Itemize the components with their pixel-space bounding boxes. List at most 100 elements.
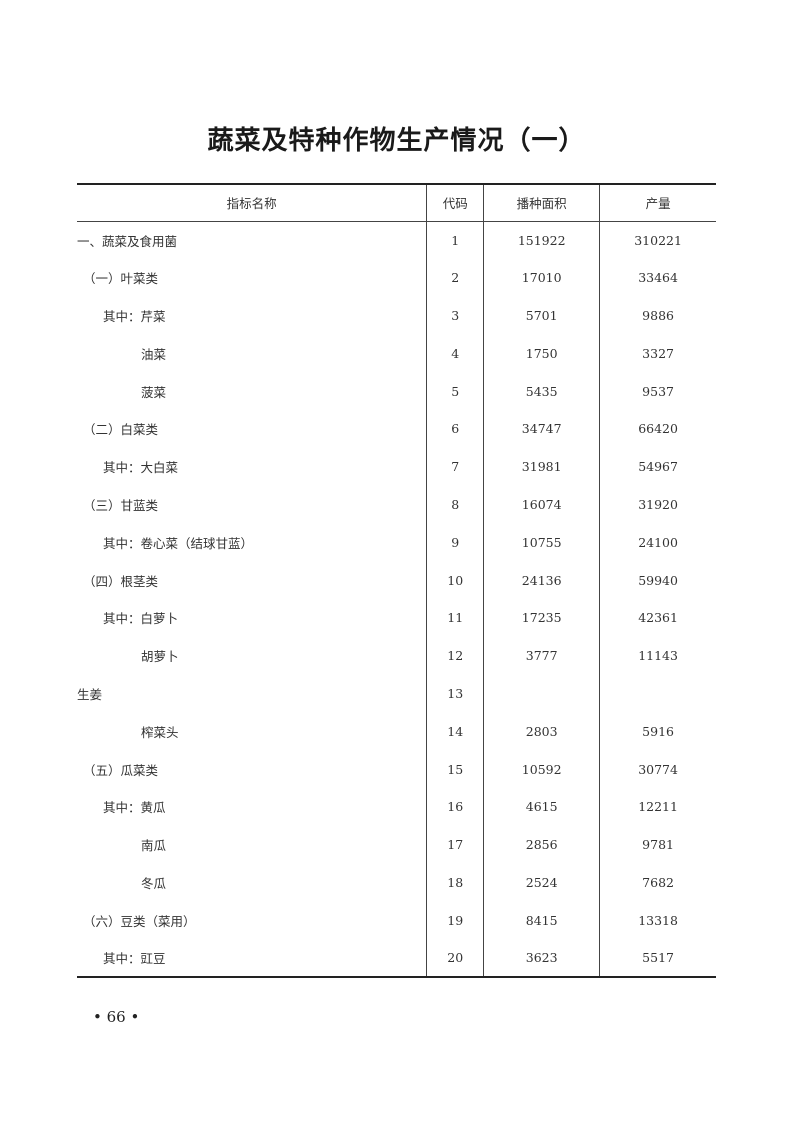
row-name: 油菜 <box>141 346 167 362</box>
row-sown-area: 5701 <box>483 296 600 335</box>
row-sown-area: 17010 <box>483 258 600 297</box>
table-row: （四）根茎类 10 24136 59940 <box>77 561 716 599</box>
row-code: 2 <box>426 258 484 297</box>
table-header-row: 指标名称 代码 播种面积 产量 <box>77 183 716 222</box>
row-name: 其中：大白菜 <box>103 460 179 476</box>
row-sown-area: 2524 <box>483 863 600 902</box>
row-sown-area: 31981 <box>483 447 600 486</box>
row-code: 17 <box>426 825 484 864</box>
row-code: 18 <box>426 863 484 902</box>
row-output: 30774 <box>599 750 716 788</box>
table-row: 冬瓜 18 2524 7682 <box>77 863 716 902</box>
row-output: 31920 <box>599 485 716 524</box>
row-sown-area: 24136 <box>483 561 600 599</box>
row-sown-area: 1750 <box>483 334 600 373</box>
table-row: 菠菜 5 5435 9537 <box>77 372 716 410</box>
row-sown-area: 151922 <box>483 221 600 259</box>
row-code: 5 <box>426 372 484 410</box>
table-row: 胡萝卜 12 3777 11143 <box>77 636 716 675</box>
row-code: 13 <box>426 674 484 713</box>
row-name: 榨菜头 <box>141 724 179 740</box>
row-code: 14 <box>426 712 484 751</box>
table-row: 生姜 13 <box>77 674 716 713</box>
row-name: （六）豆类（菜用） <box>83 913 196 929</box>
row-name: （五）瓜菜类 <box>83 762 159 778</box>
row-code: 12 <box>426 636 484 675</box>
table-row: 其中：白萝卜 11 17235 42361 <box>77 598 716 637</box>
row-output: 13318 <box>599 901 716 940</box>
row-code: 10 <box>426 561 484 599</box>
row-name: 其中：白萝卜 <box>103 611 179 627</box>
row-output: 12211 <box>599 787 716 826</box>
row-sown-area: 4615 <box>483 787 600 826</box>
row-output: 33464 <box>599 258 716 297</box>
row-code: 20 <box>426 939 484 978</box>
table-row: 一、蔬菜及食用菌 1 151922 310221 <box>77 221 716 259</box>
row-output: 66420 <box>599 409 716 448</box>
row-name: 生姜 <box>77 686 103 702</box>
row-sown-area: 2856 <box>483 825 600 864</box>
row-sown-area: 16074 <box>483 485 600 524</box>
table-row: 南瓜 17 2856 9781 <box>77 825 716 864</box>
row-name: 其中：芹菜 <box>103 308 166 324</box>
row-code: 16 <box>426 787 484 826</box>
row-code: 4 <box>426 334 484 373</box>
page-title: 蔬菜及特种作物生产情况（一） <box>207 126 586 156</box>
row-code: 7 <box>426 447 484 486</box>
row-output <box>599 674 716 713</box>
row-code: 1 <box>426 221 484 259</box>
row-output: 54967 <box>599 447 716 486</box>
row-output: 9537 <box>599 372 716 410</box>
row-output: 310221 <box>599 221 716 259</box>
row-sown-area: 10755 <box>483 523 600 562</box>
header-indicator-name: 指标名称 <box>77 183 427 222</box>
vegetable-production-table: 指标名称 代码 播种面积 产量 一、蔬菜及食用菌 1 151922 310221 （一）… <box>77 183 716 978</box>
table-row: 其中：黄瓜 16 4615 12211 <box>77 787 716 826</box>
row-sown-area: 34747 <box>483 409 600 448</box>
table-row: （一）叶菜类 2 17010 33464 <box>77 258 716 297</box>
row-code: 6 <box>426 409 484 448</box>
row-name: 胡萝卜 <box>141 649 179 665</box>
row-code: 3 <box>426 296 484 335</box>
row-sown-area: 8415 <box>483 901 600 940</box>
header-code: 代码 <box>426 183 484 222</box>
row-output: 24100 <box>599 523 716 562</box>
row-name: 南瓜 <box>141 838 167 854</box>
row-name: （二）白菜类 <box>83 422 159 438</box>
row-sown-area: 5435 <box>483 372 600 410</box>
row-name: 其中：卷心菜（结球甘蓝） <box>103 535 254 551</box>
row-output: 3327 <box>599 334 716 373</box>
row-code: 15 <box>426 750 484 788</box>
row-sown-area: 17235 <box>483 598 600 637</box>
row-output: 11143 <box>599 636 716 675</box>
table-row: （六）豆类（菜用） 19 8415 13318 <box>77 901 716 940</box>
page-number: • 66 • <box>93 1008 140 1026</box>
row-name: （一）叶菜类 <box>83 271 159 287</box>
table-row: 其中：豇豆 20 3623 5517 <box>77 939 716 978</box>
row-sown-area <box>483 674 600 713</box>
row-code: 8 <box>426 485 484 524</box>
row-name: 其中：黄瓜 <box>103 800 166 816</box>
row-output: 5517 <box>599 939 716 978</box>
table-row: （三）甘蓝类 8 16074 31920 <box>77 485 716 524</box>
row-name: （四）根茎类 <box>83 573 159 589</box>
row-name: （三）甘蓝类 <box>83 497 159 513</box>
row-output: 7682 <box>599 863 716 902</box>
row-code: 19 <box>426 901 484 940</box>
table-row: （二）白菜类 6 34747 66420 <box>77 409 716 448</box>
row-name: 菠菜 <box>141 384 167 400</box>
row-name: 一、蔬菜及食用菌 <box>77 233 178 249</box>
row-code: 9 <box>426 523 484 562</box>
table-row: 其中：大白菜 7 31981 54967 <box>77 447 716 486</box>
table-row: 榨菜头 14 2803 5916 <box>77 712 716 751</box>
row-output: 5916 <box>599 712 716 751</box>
row-name: 其中：豇豆 <box>77 939 427 978</box>
table-row: 其中：芹菜 3 5701 9886 <box>77 296 716 335</box>
header-sown-area: 播种面积 <box>483 183 600 222</box>
row-output: 9886 <box>599 296 716 335</box>
row-output: 9781 <box>599 825 716 864</box>
row-output: 42361 <box>599 598 716 637</box>
row-sown-area: 2803 <box>483 712 600 751</box>
row-code: 11 <box>426 598 484 637</box>
table-row: 其中：卷心菜（结球甘蓝） 9 10755 24100 <box>77 523 716 562</box>
